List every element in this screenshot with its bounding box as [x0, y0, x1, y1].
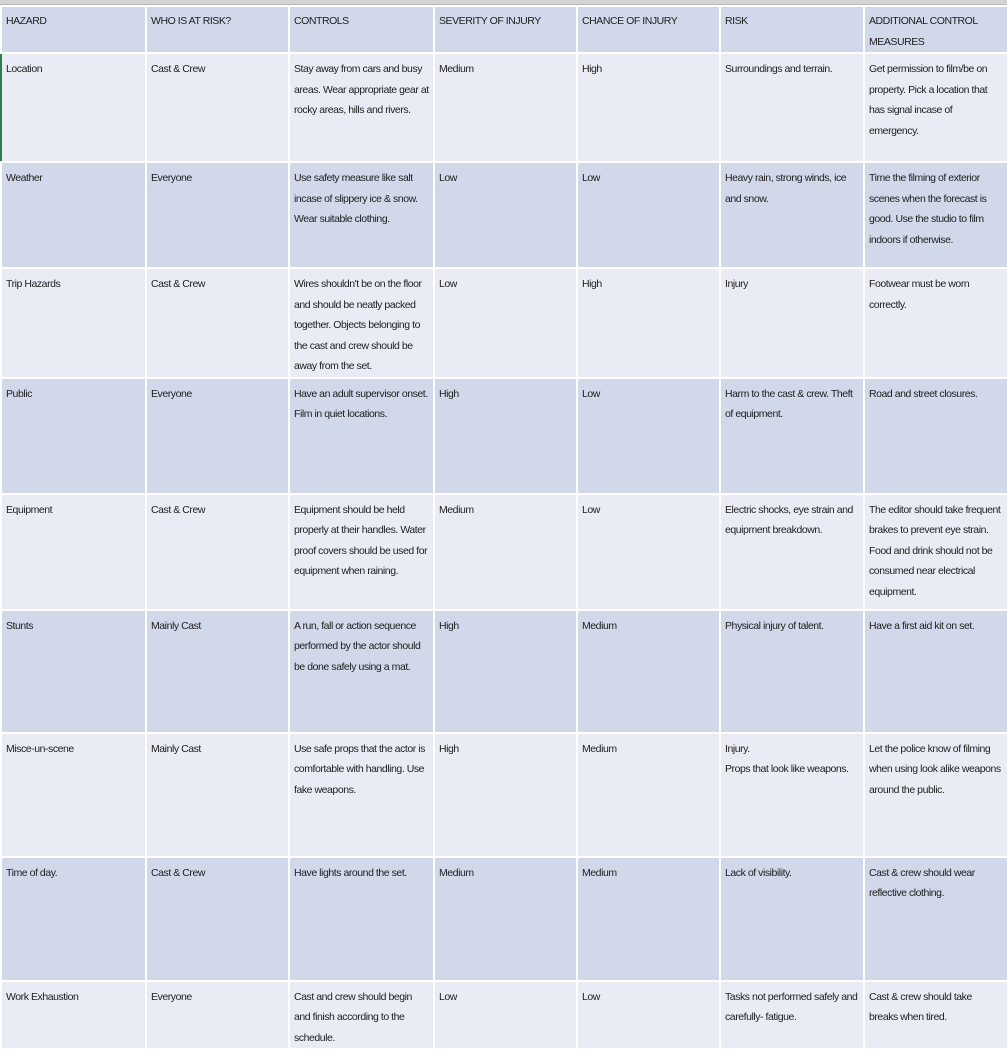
column-header-strip	[0, 0, 1007, 5]
cell-severity[interactable]: Medium	[433, 492, 578, 611]
cell-additional-measures[interactable]: Get permission to film/be on property. P…	[863, 52, 1007, 163]
cell-controls[interactable]: Wires shouldn't be on the floor and shou…	[288, 267, 435, 379]
cell-who-at-risk[interactable]: Everyone	[145, 979, 290, 1050]
risk-assessment-table: HAZARD WHO IS AT RISK? CONTROLS SEVERITY OF…	[0, 5, 1007, 1050]
cell-hazard[interactable]: Public	[0, 376, 147, 495]
cell-who-at-risk[interactable]: Everyone	[145, 376, 290, 495]
cell-severity[interactable]: Low	[433, 161, 578, 269]
cell-who-at-risk[interactable]: Cast & Crew	[145, 855, 290, 982]
cell-controls[interactable]: A run, fall or action sequence performed…	[288, 608, 435, 734]
cell-risk[interactable]: Injury. Props that look like weapons.	[719, 731, 865, 858]
cell-chance[interactable]: Medium	[576, 731, 721, 858]
cell-additional-measures[interactable]: Have a first aid kit on set.	[863, 608, 1007, 734]
cell-risk[interactable]: Harm to the cast & crew. Theft of equipm…	[719, 376, 865, 495]
header-hazard[interactable]: HAZARD	[0, 5, 147, 54]
cell-chance[interactable]: Low	[576, 376, 721, 495]
cell-hazard[interactable]: Location	[0, 52, 147, 163]
header-controls[interactable]: CONTROLS	[288, 5, 435, 54]
header-additional-measures[interactable]: ADDITIONAL CONTROL MEASURES	[863, 5, 1007, 54]
cell-who-at-risk[interactable]: Cast & Crew	[145, 267, 290, 379]
cell-additional-measures[interactable]: Cast & crew should take breaks when tire…	[863, 979, 1007, 1050]
table-row: Stunts Mainly Cast A run, fall or action s…	[0, 608, 1007, 734]
cell-severity[interactable]: Low	[433, 979, 578, 1050]
cell-controls[interactable]: Stay away from cars and busy areas. Wear…	[288, 52, 435, 163]
cell-additional-measures[interactable]: Road and street closures.	[863, 376, 1007, 495]
cell-additional-measures[interactable]: Time the filming of exterior scenes when…	[863, 161, 1007, 269]
cell-chance[interactable]: Low	[576, 979, 721, 1050]
cell-risk[interactable]: Physical injury of talent.	[719, 608, 865, 734]
cell-chance[interactable]: Medium	[576, 608, 721, 734]
cell-chance[interactable]: Medium	[576, 855, 721, 982]
cell-additional-measures[interactable]: Footwear must be worn correctly.	[863, 267, 1007, 379]
table-row: Misce-un-scene Mainly Cast Use safe props …	[0, 731, 1007, 858]
cell-controls[interactable]: Use safety measure like salt incase of s…	[288, 161, 435, 269]
cell-additional-measures[interactable]: Cast & crew should wear reflective cloth…	[863, 855, 1007, 982]
cell-risk[interactable]: Tasks not performed safely and carefully…	[719, 979, 865, 1050]
cell-additional-measures[interactable]: The editor should take frequent brakes t…	[863, 492, 1007, 611]
cell-hazard[interactable]: Weather	[0, 161, 147, 269]
table-row: Location Cast & Crew Stay away from cars a…	[0, 52, 1007, 163]
cell-severity[interactable]: High	[433, 608, 578, 734]
table-row: Public Everyone Have an adult supervisor o…	[0, 376, 1007, 495]
cell-risk[interactable]: Heavy rain, strong winds, ice and snow.	[719, 161, 865, 269]
cell-controls[interactable]: Equipment should be held properly at the…	[288, 492, 435, 611]
cell-severity[interactable]: Low	[433, 267, 578, 379]
cell-controls[interactable]: Use safe props that the actor is comfort…	[288, 731, 435, 858]
cell-risk[interactable]: Lack of visibility.	[719, 855, 865, 982]
cell-who-at-risk[interactable]: Cast & Crew	[145, 52, 290, 163]
header-who-at-risk[interactable]: WHO IS AT RISK?	[145, 5, 290, 54]
cell-severity[interactable]: High	[433, 731, 578, 858]
cell-additional-measures[interactable]: Let the police know of filming when usin…	[863, 731, 1007, 858]
cell-severity[interactable]: Medium	[433, 52, 578, 163]
cell-hazard[interactable]: Misce-un-scene	[0, 731, 147, 858]
cell-controls[interactable]: Cast and crew should begin and finish ac…	[288, 979, 435, 1050]
cell-chance[interactable]: High	[576, 52, 721, 163]
header-severity[interactable]: SEVERITY OF INJURY	[433, 5, 578, 54]
header-risk[interactable]: RISK	[719, 5, 865, 54]
cell-risk[interactable]: Electric shocks, eye strain and equipmen…	[719, 492, 865, 611]
cell-hazard[interactable]: Time of day.	[0, 855, 147, 982]
cell-who-at-risk[interactable]: Everyone	[145, 161, 290, 269]
cell-hazard[interactable]: Stunts	[0, 608, 147, 734]
cell-hazard[interactable]: Trip Hazards	[0, 267, 147, 379]
cell-chance[interactable]: Low	[576, 161, 721, 269]
cell-who-at-risk[interactable]: Mainly Cast	[145, 731, 290, 858]
table-row: Trip Hazards Cast & Crew Wires shouldn't b…	[0, 267, 1007, 379]
header-row: HAZARD WHO IS AT RISK? CONTROLS SEVERITY OF…	[0, 5, 1007, 54]
cell-controls[interactable]: Have an adult supervisor onset. Film in …	[288, 376, 435, 495]
table-row: Work Exhaustion Everyone Cast and crew sho…	[0, 979, 1007, 1050]
cell-risk[interactable]: Surroundings and terrain.	[719, 52, 865, 163]
cell-who-at-risk[interactable]: Mainly Cast	[145, 608, 290, 734]
cell-chance[interactable]: Low	[576, 492, 721, 611]
cell-chance[interactable]: High	[576, 267, 721, 379]
cell-who-at-risk[interactable]: Cast & Crew	[145, 492, 290, 611]
cell-controls[interactable]: Have lights around the set.	[288, 855, 435, 982]
cell-hazard[interactable]: Work Exhaustion	[0, 979, 147, 1050]
table-row: Equipment Cast & Crew Equipment should be …	[0, 492, 1007, 611]
cell-hazard[interactable]: Equipment	[0, 492, 147, 611]
cell-severity[interactable]: Medium	[433, 855, 578, 982]
table-row: Time of day. Cast & Crew Have lights aroun…	[0, 855, 1007, 982]
header-chance[interactable]: CHANCE OF INJURY	[576, 5, 721, 54]
cell-severity[interactable]: High	[433, 376, 578, 495]
table-row: Weather Everyone Use safety measure like s…	[0, 161, 1007, 269]
cell-risk[interactable]: Injury	[719, 267, 865, 379]
